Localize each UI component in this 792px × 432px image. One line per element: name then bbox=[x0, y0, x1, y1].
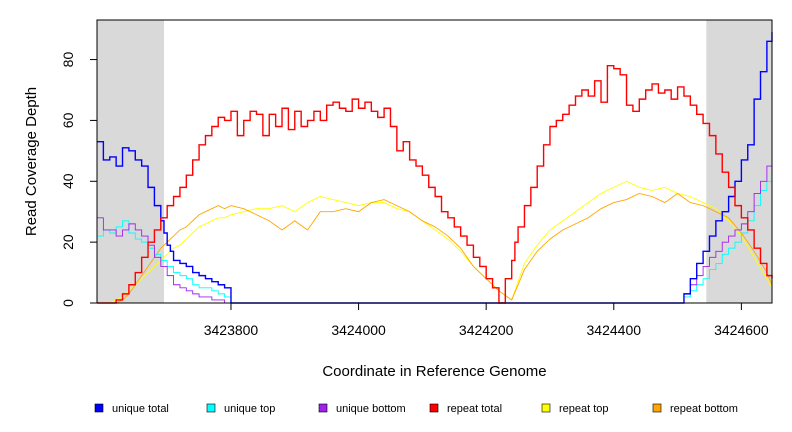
series-line-repeat-total bbox=[97, 64, 773, 304]
y-tick-label: 40 bbox=[60, 173, 76, 189]
y-axis: 0 20 40 60 80 bbox=[60, 52, 98, 307]
x-tick-label: 3424000 bbox=[331, 322, 386, 338]
legend-item-repeat-top: repeat top bbox=[541, 403, 609, 415]
series-lines bbox=[97, 32, 773, 304]
legend-item-unique-bottom: unique bottom bbox=[318, 403, 406, 415]
plot-frame bbox=[96, 19, 773, 304]
legend-swatch bbox=[318, 403, 328, 413]
legend-item-repeat-bottom: repeat bottom bbox=[652, 403, 738, 415]
shaded-region-1 bbox=[97, 20, 164, 303]
legend-item-unique-total: unique total bbox=[94, 403, 169, 415]
legend-label: unique bottom bbox=[336, 403, 406, 415]
legend-swatch bbox=[652, 403, 662, 413]
shaded-region-2 bbox=[706, 20, 772, 303]
shaded-regions bbox=[97, 20, 772, 303]
series-line-unique-top bbox=[97, 169, 773, 304]
series-line-unique-bottom bbox=[97, 159, 773, 304]
legend: unique total unique top unique bottom repea… bbox=[94, 403, 738, 415]
legend-label: repeat total bbox=[447, 403, 502, 415]
legend-swatch bbox=[94, 403, 104, 413]
y-axis-label: Read Coverage Depth bbox=[23, 87, 40, 236]
legend-swatch bbox=[206, 403, 216, 413]
y-tick-label: 80 bbox=[60, 52, 76, 68]
legend-label: unique total bbox=[112, 403, 169, 415]
y-tick-label: 0 bbox=[60, 299, 76, 307]
legend-swatch bbox=[541, 403, 551, 413]
x-tick-label: 3423800 bbox=[204, 322, 259, 338]
series-line-repeat-bottom bbox=[97, 192, 773, 304]
legend-item-repeat-total: repeat total bbox=[429, 403, 502, 415]
x-tick-label: 3424600 bbox=[714, 322, 769, 338]
x-axis: 3423800 3424000 3424200 3424400 3424600 bbox=[204, 302, 769, 338]
series-line-unique-total bbox=[97, 32, 773, 304]
y-tick-label: 20 bbox=[60, 234, 76, 250]
legend-swatch bbox=[429, 403, 439, 413]
y-tick-label: 60 bbox=[60, 112, 76, 128]
series-line-repeat-top bbox=[97, 180, 773, 304]
legend-label: repeat top bbox=[559, 403, 609, 415]
x-tick-label: 3424400 bbox=[587, 322, 642, 338]
legend-item-unique-top: unique top bbox=[206, 403, 275, 415]
legend-label: unique top bbox=[224, 403, 275, 415]
x-axis-label: Coordinate in Reference Genome bbox=[322, 363, 546, 380]
legend-label: repeat bottom bbox=[670, 403, 738, 415]
x-tick-label: 3424200 bbox=[459, 322, 514, 338]
